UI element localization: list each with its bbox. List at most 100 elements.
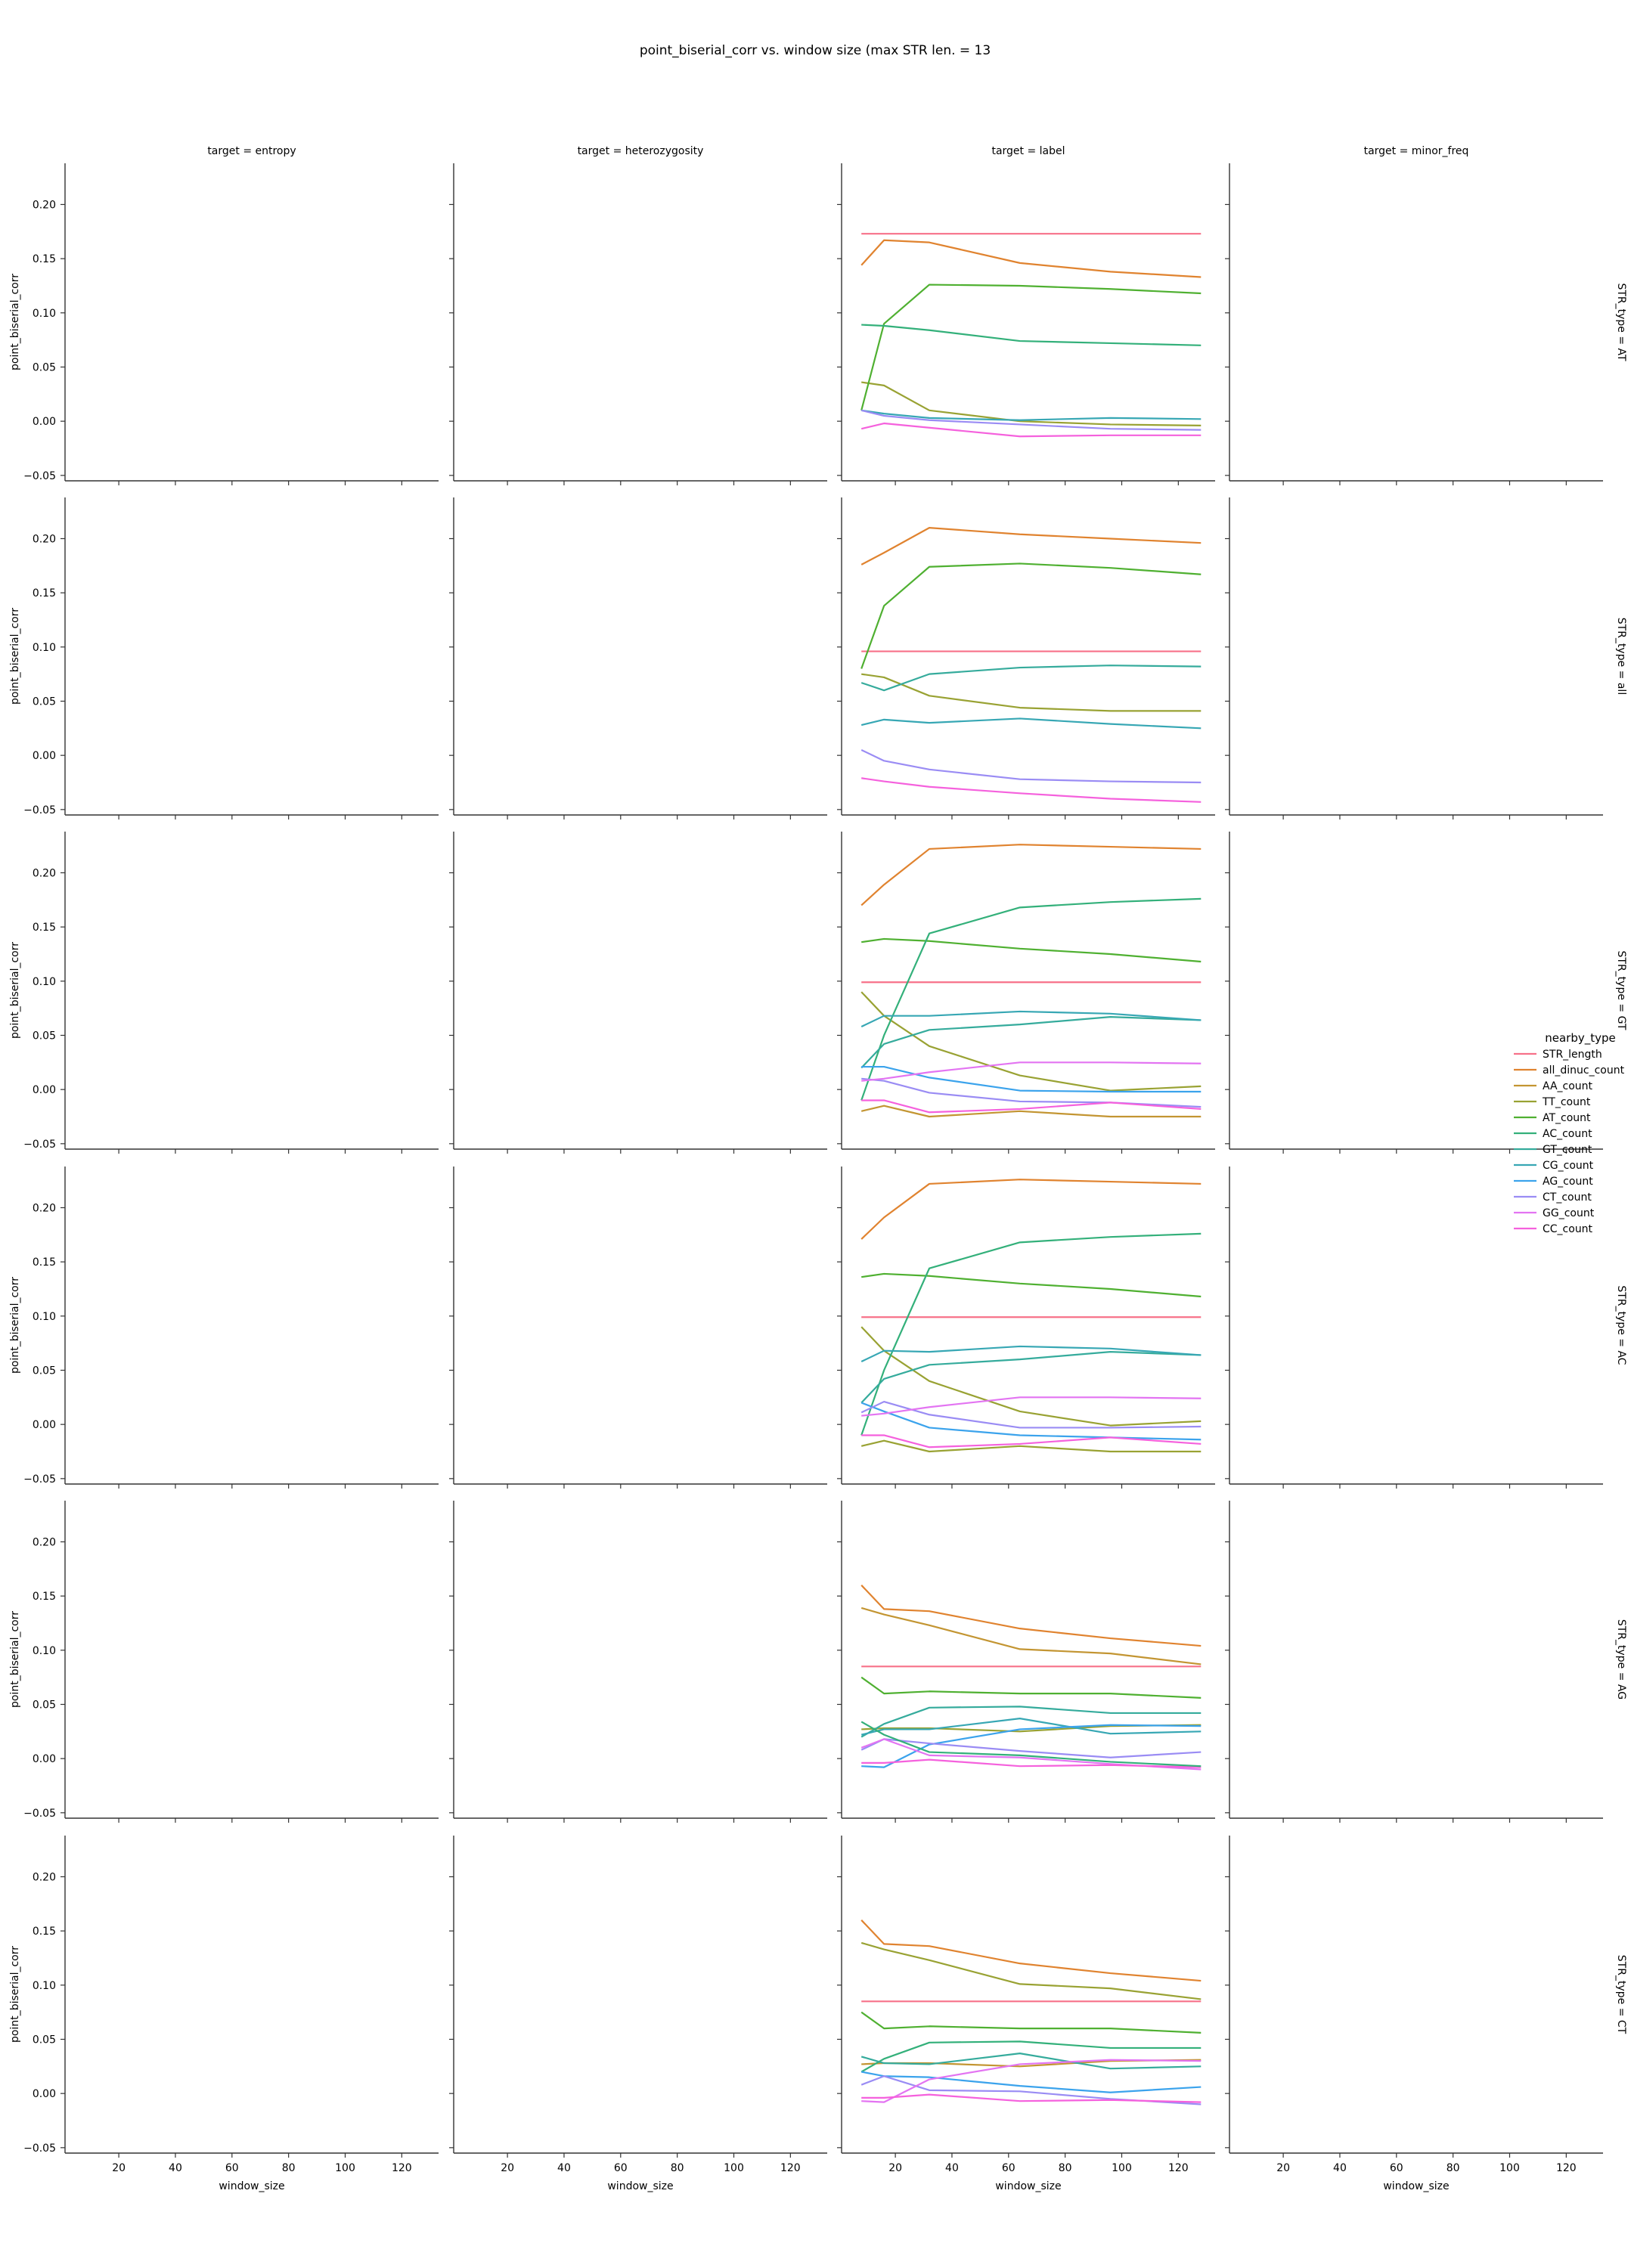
- facet-panel: −0.05 0.00 0.05 0.10 0.15 0.20 target = entrop…: [9, 145, 439, 485]
- x-tick-label: 120: [780, 2162, 801, 2174]
- facet-panel: −0.05 0.00 0.05 0.10 0.15 0.20 point_biserial_…: [9, 832, 439, 1154]
- legend-entry: GT_count: [1543, 1144, 1592, 1156]
- y-tick-label: −0.05: [23, 2143, 56, 2155]
- x-tick-label: 60: [614, 2162, 628, 2174]
- series-line: [861, 1065, 1202, 1093]
- series-line: [860, 422, 1202, 438]
- series-line: [860, 665, 1202, 692]
- y-axis-label: point_biserial_corr: [9, 608, 21, 705]
- facet-panel: −0.05 0.00 0.05 0.10 0.15 0.20 point_biserial_…: [9, 1501, 439, 1823]
- y-tick-label: −0.05: [23, 1139, 56, 1151]
- facet-panel: [837, 497, 1215, 820]
- y-axis-label: point_biserial_corr: [9, 942, 21, 1039]
- series-line: [860, 284, 1202, 411]
- series-line: [861, 1724, 1202, 1768]
- y-tick-label: 0.10: [33, 976, 56, 988]
- facet-panel: [449, 832, 827, 1154]
- facet-panel: 20 40 60 80 100 120 window_size: [837, 1836, 1215, 2192]
- y-tick-label: 0.20: [33, 533, 56, 545]
- figure-title: point_biserial_corr vs. window size (max…: [640, 43, 991, 58]
- y-tick-label: −0.05: [23, 1473, 56, 1486]
- y-tick-label: 0.20: [33, 1202, 56, 1214]
- series-line: [860, 1351, 1202, 1404]
- x-tick-label: 40: [1333, 2162, 1347, 2174]
- series-line: [861, 937, 1202, 963]
- facet-panel: 20 40 60 80 100 120 window_size STR_type = CT: [1225, 1836, 1627, 2192]
- series-line: [860, 2040, 1202, 2073]
- series-line: [860, 1738, 1202, 1771]
- y-tick-label: 0.00: [33, 750, 56, 762]
- y-tick-label: 0.00: [33, 1084, 56, 1096]
- x-tick-label: 80: [1059, 2162, 1072, 2174]
- legend-entry: all_dinuc_count: [1543, 1064, 1625, 1077]
- y-tick-label: −0.05: [23, 1808, 56, 1820]
- series-line: [860, 1402, 1202, 1441]
- y-tick-label: 0.15: [33, 1256, 56, 1269]
- column-title: target = entropy: [207, 145, 296, 157]
- legend-entry: STR_length: [1543, 1049, 1602, 1061]
- y-axis-label: point_biserial_corr: [9, 1946, 21, 2043]
- facet-panel: −0.05 0.00 0.05 0.10 0.15 0.20 point_biserial_…: [9, 497, 439, 820]
- y-tick-label: 0.05: [33, 1030, 56, 1042]
- x-tick-label: 120: [1168, 2162, 1189, 2174]
- series-line: [860, 2071, 1202, 2093]
- row-title: STR_type = AT: [1615, 283, 1627, 361]
- series-line: [861, 777, 1202, 803]
- series-line: [860, 1606, 1202, 1665]
- y-tick-label: 0.15: [33, 1926, 56, 1938]
- legend-entry: CT_count: [1543, 1191, 1592, 1204]
- y-tick-label: 0.10: [33, 1645, 56, 1657]
- x-tick-label: 80: [282, 2162, 296, 2174]
- series-line: [860, 1326, 1202, 1427]
- y-tick-label: 0.05: [33, 361, 56, 373]
- y-tick-label: 0.20: [33, 867, 56, 879]
- x-tick-label: 40: [945, 2162, 959, 2174]
- series-line: [860, 1721, 1202, 1768]
- x-tick-label: 100: [335, 2162, 355, 2174]
- y-tick-label: 0.15: [33, 922, 56, 934]
- series-line: [861, 409, 1202, 421]
- series-line: [860, 239, 1202, 278]
- facet-panel: target = heterozygosity: [449, 145, 827, 485]
- y-tick-label: −0.05: [23, 470, 56, 482]
- legend-entry: CG_count: [1543, 1160, 1594, 1172]
- facet-panel: −0.05 0.00 0.05 0.10 0.15 0.20 20 40 60 80 100 120 w…: [9, 1836, 439, 2192]
- series-line: [861, 2059, 1202, 2103]
- series-line: [860, 749, 1202, 784]
- facet-panel: STR_type = AC: [1225, 1167, 1627, 1489]
- y-tick-label: 0.05: [33, 1365, 56, 1377]
- legend-entry: AT_count: [1543, 1112, 1591, 1124]
- x-tick-label: 80: [1447, 2162, 1460, 2174]
- series-line: [860, 1016, 1202, 1069]
- facet-panel: STR_type = all: [1225, 497, 1627, 820]
- series-line: [860, 897, 1202, 1101]
- facet-panel: [837, 832, 1215, 1154]
- series-line: [860, 527, 1202, 565]
- x-tick-label: 120: [1556, 2162, 1577, 2174]
- legend: nearby_type STR_length all_dinuc_count AA_…: [1514, 1031, 1625, 1235]
- x-tick-label: 100: [1112, 2162, 1132, 2174]
- series-line: [860, 562, 1202, 669]
- legend-entry: AC_count: [1543, 1128, 1592, 1140]
- series-line: [860, 991, 1202, 1092]
- row-title: STR_type = AC: [1615, 1285, 1627, 1365]
- series-line: [860, 844, 1202, 906]
- y-tick-label: 0.15: [33, 253, 56, 265]
- series-line: [861, 1061, 1202, 1082]
- series-line: [861, 1272, 1202, 1298]
- y-tick-label: 0.00: [33, 1419, 56, 1431]
- series-line: [861, 1396, 1202, 1417]
- facet-panel: 20 40 60 80 100 120 window_size: [449, 1836, 827, 2192]
- series-line: [861, 1099, 1202, 1114]
- series-line: [860, 1439, 1202, 1453]
- y-axis-label: point_biserial_corr: [9, 1277, 21, 1374]
- x-tick-label: 120: [392, 2162, 412, 2174]
- x-tick-label: 40: [169, 2162, 182, 2174]
- column-title: target = heterozygosity: [578, 145, 704, 157]
- legend-entry: TT_count: [1542, 1096, 1591, 1108]
- series-line: [860, 1676, 1202, 1699]
- x-axis-label: window_size: [607, 2180, 673, 2192]
- series-line: [860, 1585, 1202, 1647]
- y-tick-label: 0.10: [33, 1311, 56, 1323]
